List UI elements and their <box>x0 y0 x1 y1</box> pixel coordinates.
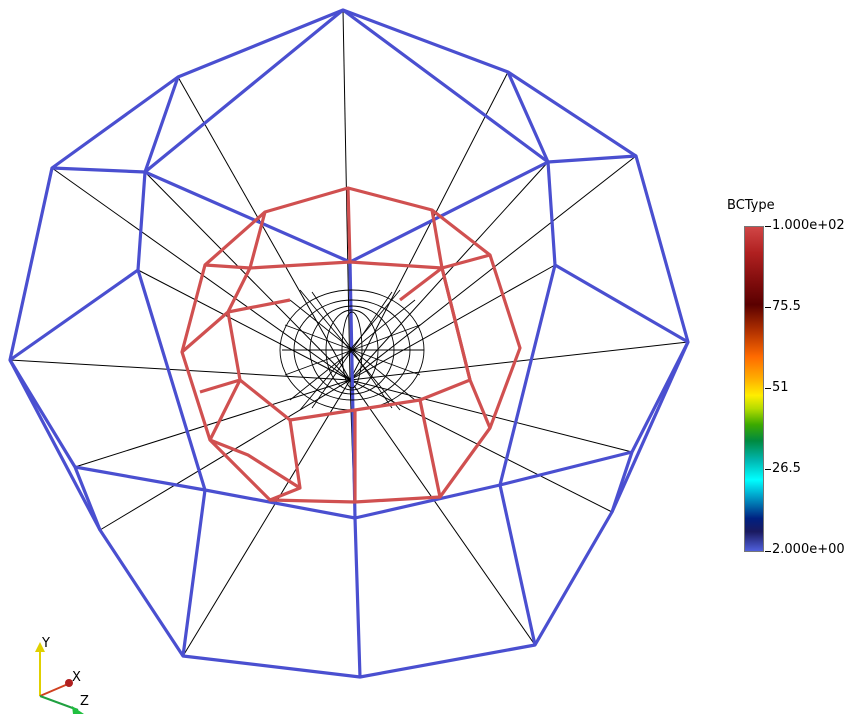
legend-tick <box>765 388 771 389</box>
legend-label-75: 75.5 <box>772 299 801 314</box>
legend-label-26: 26.5 <box>772 461 801 476</box>
axes-triad-icon <box>35 642 84 714</box>
axis-y-label: Y <box>42 636 50 651</box>
legend-tick <box>765 469 771 470</box>
interior-edges <box>9 9 689 678</box>
axis-z-label: Z <box>80 694 89 709</box>
legend-tick <box>765 307 771 308</box>
legend-tick <box>765 226 771 227</box>
legend-title: BCType <box>727 198 775 213</box>
color-scale-bar <box>744 226 764 552</box>
legend-min-label: 2.000e+00 <box>772 542 845 557</box>
inner-mesh <box>180 186 522 504</box>
legend-tick <box>765 551 771 552</box>
legend-label-51: 51 <box>772 380 789 395</box>
axis-x-label: X <box>72 670 81 685</box>
legend-max-label: 1.000e+02 <box>772 218 845 233</box>
orientation-axes: Y X Z <box>18 630 108 720</box>
